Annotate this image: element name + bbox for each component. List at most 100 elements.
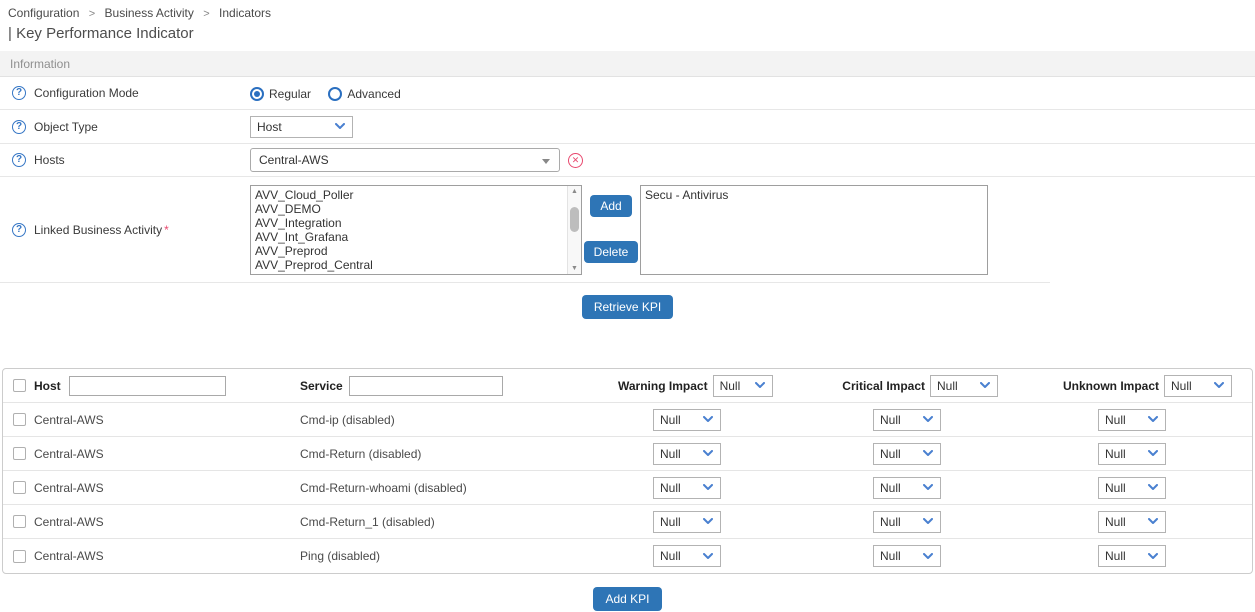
warning-impact-select[interactable]: Null xyxy=(653,545,721,567)
form-row-hosts: ? Hosts Central-AWS ✕ xyxy=(0,144,1255,177)
scrollbar-thumb[interactable] xyxy=(570,206,579,232)
radio-advanced[interactable]: Advanced xyxy=(328,86,401,101)
hosts-select[interactable]: Central-AWS xyxy=(250,148,560,172)
unknown-impact-select[interactable]: Null xyxy=(1098,545,1166,567)
warning-impact-select[interactable]: Null xyxy=(653,408,721,431)
caret-down-icon xyxy=(542,159,550,164)
kpi-table-row: Central-AWS Cmd-Return_1 (disabled) Null… xyxy=(3,505,1252,539)
critical-impact-select[interactable]: Null xyxy=(873,510,941,533)
selected-activities-list[interactable]: Secu - Antivirus xyxy=(640,184,988,275)
help-icon[interactable]: ? xyxy=(12,86,26,100)
list-item[interactable]: Secu - Antivirus xyxy=(645,187,729,202)
help-icon[interactable]: ? xyxy=(12,119,26,134)
critical-impact-select[interactable]: Null xyxy=(873,442,941,465)
warning-impact-select[interactable]: Null xyxy=(653,510,721,533)
object-type-select[interactable]: Host xyxy=(250,115,353,138)
unknown-impact-select[interactable]: Null xyxy=(1098,442,1166,465)
chevron-down-icon xyxy=(1148,450,1158,456)
list-item[interactable]: AVV_Integration xyxy=(255,215,342,230)
scrollbar[interactable]: ▲ ▼ xyxy=(567,185,581,274)
retrieve-kpi-button[interactable]: Retrieve KPI xyxy=(581,295,674,319)
unknown-impact-select[interactable]: Null xyxy=(1098,476,1166,499)
chevron-down-icon xyxy=(980,382,990,388)
help-icon[interactable]: ? xyxy=(12,153,26,167)
breadcrumb-item-configuration[interactable]: Configuration xyxy=(8,6,80,20)
host-column-label: Host xyxy=(34,378,61,393)
unknown-impact-select[interactable]: Null xyxy=(1098,408,1166,431)
service-column-label: Service xyxy=(300,378,343,393)
list-item[interactable]: AVV_Preprod xyxy=(255,243,328,258)
clear-selection-icon[interactable]: ✕ xyxy=(568,152,583,168)
row-checkbox[interactable] xyxy=(13,515,26,528)
row-service: Cmd-ip (disabled) xyxy=(300,412,395,427)
chevron-down-icon xyxy=(1148,552,1158,559)
unknown-impact-select[interactable]: Null xyxy=(1098,510,1166,533)
list-item[interactable]: AVV_DEMO xyxy=(255,201,321,216)
radio-regular-label: Regular xyxy=(269,86,312,101)
warning-impact-select[interactable]: Null xyxy=(653,476,721,499)
row-service: Cmd-Return-whoami (disabled) xyxy=(300,480,467,495)
kpi-table-row: Central-AWS Cmd-Return-whoami (disabled)… xyxy=(3,471,1252,505)
select-all-checkbox[interactable] xyxy=(13,379,26,392)
chevron-down-icon xyxy=(703,416,713,422)
critical-impact-select[interactable]: Null xyxy=(873,545,941,567)
chevron-down-icon xyxy=(703,552,713,559)
critical-impact-select[interactable]: Null xyxy=(873,408,941,431)
list-item[interactable]: AVV_Prod xyxy=(255,272,581,274)
chevron-down-icon xyxy=(923,450,933,456)
scroll-up-icon[interactable]: ▲ xyxy=(571,187,578,195)
chevron-down-icon xyxy=(1148,484,1158,490)
help-icon[interactable]: ? xyxy=(12,222,26,237)
row-service: Cmd-Return (disabled) xyxy=(300,446,422,461)
row-checkbox[interactable] xyxy=(13,447,26,460)
critical-impact-select-all[interactable]: Null xyxy=(930,374,998,397)
unknown-impact-select-all[interactable]: Null xyxy=(1164,374,1233,397)
breadcrumb-item-indicators[interactable]: Indicators xyxy=(219,6,272,20)
kpi-table-row: Central-AWS Cmd-Return (disabled) Null N… xyxy=(3,437,1252,471)
warning-impact-select[interactable]: Null xyxy=(653,442,721,465)
host-filter-input[interactable] xyxy=(68,375,226,396)
row-service: Cmd-Return_1 (disabled) xyxy=(300,514,435,529)
breadcrumb-separator: > xyxy=(88,8,96,20)
critical-impact-column-label: Critical Impact xyxy=(842,378,925,393)
hosts-select-value: Central-AWS xyxy=(259,153,329,167)
list-item[interactable]: AVV_Preprod_Central xyxy=(255,257,373,272)
object-type-label: Object Type xyxy=(34,119,98,134)
chevron-down-icon xyxy=(335,123,345,129)
add-button[interactable]: Add xyxy=(590,194,632,217)
row-checkbox[interactable] xyxy=(13,549,26,563)
row-host: Central-AWS xyxy=(34,549,104,563)
delete-button[interactable]: Delete xyxy=(583,240,639,263)
breadcrumb-separator: > xyxy=(203,8,210,20)
kpi-table-header-row: Host Service Warning Impact Null Critica… xyxy=(3,369,1252,403)
radio-advanced-control[interactable] xyxy=(328,86,343,101)
warning-impact-select-all[interactable]: Null xyxy=(712,374,773,397)
list-item[interactable]: AVV_Cloud_Poller xyxy=(255,187,354,202)
unknown-impact-column-label: Unknown Impact xyxy=(1063,378,1160,393)
row-host: Central-AWS xyxy=(34,480,104,495)
chevron-down-icon xyxy=(703,484,713,490)
chevron-down-icon xyxy=(703,518,713,524)
breadcrumb-item-business-activity[interactable]: Business Activity xyxy=(104,6,194,20)
radio-regular-control[interactable] xyxy=(250,86,264,101)
row-service: Ping (disabled) xyxy=(300,549,381,563)
row-checkbox[interactable] xyxy=(13,481,26,494)
critical-impact-select[interactable]: Null xyxy=(873,476,941,499)
form-row-object-type: ? Object Type Host xyxy=(0,110,1255,144)
section-divider xyxy=(0,282,1050,283)
available-activities-list[interactable]: AVV_Cloud_Poller AVV_DEMO AVV_Integratio… xyxy=(250,184,582,275)
radio-regular[interactable]: Regular xyxy=(250,86,312,101)
add-kpi-button[interactable]: Add KPI xyxy=(593,587,662,611)
scroll-down-icon[interactable]: ▼ xyxy=(571,264,578,272)
linked-business-activity-label: Linked Business Activity * xyxy=(34,222,169,237)
chevron-down-icon xyxy=(755,382,765,388)
page-title: | Key Performance Indicator xyxy=(8,25,194,42)
chevron-down-icon xyxy=(923,552,933,559)
radio-advanced-label: Advanced xyxy=(347,86,401,101)
row-checkbox[interactable] xyxy=(13,413,26,426)
section-header-information: Information xyxy=(0,51,1255,77)
service-filter-input[interactable] xyxy=(348,375,503,396)
configuration-mode-label: Configuration Mode xyxy=(34,86,139,100)
list-item[interactable]: AVV_Int_Grafana xyxy=(255,229,349,244)
